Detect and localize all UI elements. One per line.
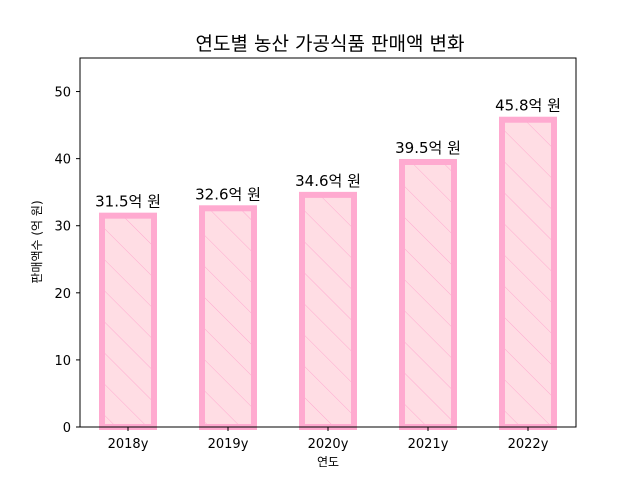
bar-hatch-2020y	[302, 194, 354, 427]
bar-hatch-2019y	[202, 208, 254, 427]
x-tick-label-2021y: 2021y	[408, 437, 449, 452]
bars-group	[99, 116, 557, 430]
y-tick-label-40: 40	[54, 153, 71, 168]
x-tick-label-2020y: 2020y	[308, 437, 349, 452]
x-axis: 2018y 2019y 2020y 2021y 2022y	[108, 427, 549, 452]
x-tick-label-2019y: 2019y	[208, 437, 249, 452]
x-tick-label-2018y: 2018y	[108, 437, 149, 452]
data-label-2020y: 34.6억 원	[295, 172, 361, 190]
data-labels-group: 31.5억 원 32.6억 원 34.6억 원 39.5억 원 45.8억 원	[95, 97, 561, 211]
y-tick-label-20: 20	[54, 287, 71, 302]
data-label-2021y: 39.5억 원	[395, 139, 461, 157]
y-tick-label-30: 30	[54, 220, 71, 235]
bar-hatch-2021y	[402, 161, 454, 427]
x-tick-label-2022y: 2022y	[508, 437, 549, 452]
bar-hatch-2018y	[102, 215, 154, 427]
chart-title: 연도별 농산 가공식품 판매액 변화	[196, 33, 465, 55]
y-axis-label: 판매액수 (억 원)	[30, 200, 44, 283]
y-tick-label-0: 0	[63, 421, 71, 436]
y-tick-label-10: 10	[54, 354, 71, 369]
x-axis-label: 연도	[317, 455, 339, 469]
data-label-2018y: 31.5억 원	[95, 193, 161, 211]
y-axis: 0 10 20 30 40 50	[54, 86, 80, 436]
data-label-2022y: 45.8억 원	[495, 97, 561, 115]
y-tick-label-50: 50	[54, 86, 71, 101]
data-label-2019y: 32.6억 원	[195, 185, 261, 203]
bar-hatch-2022y	[502, 119, 554, 427]
